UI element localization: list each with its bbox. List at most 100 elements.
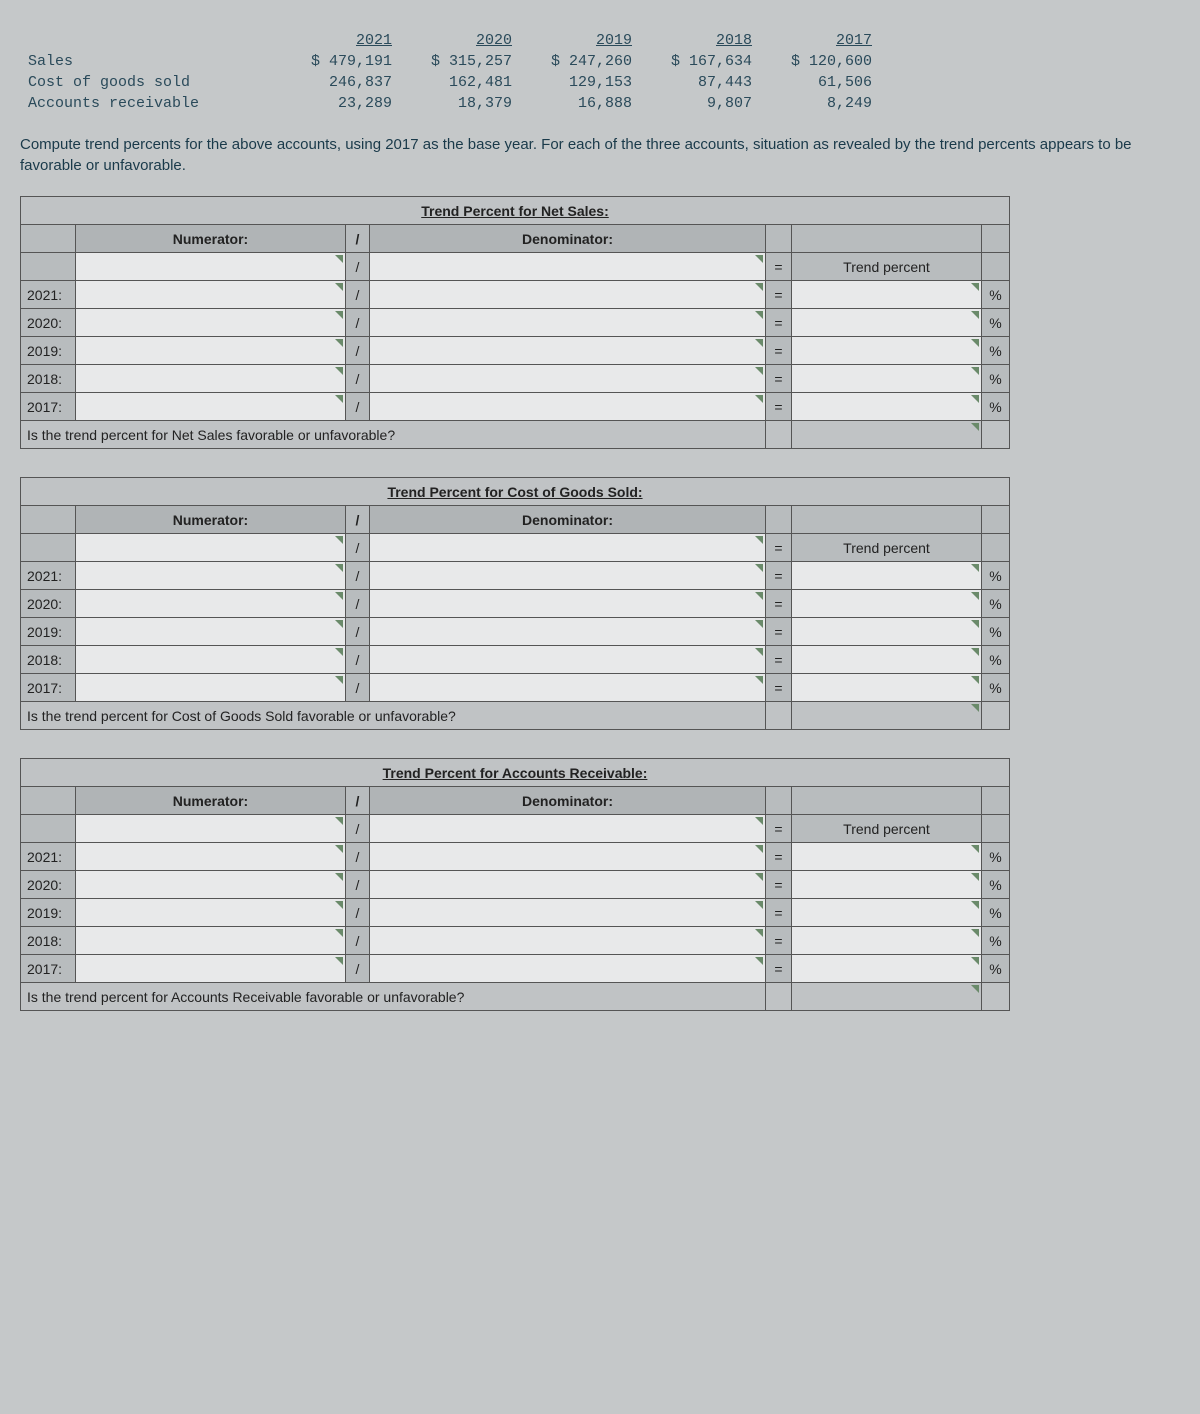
slash-header: / bbox=[346, 506, 370, 534]
slash-label: / bbox=[346, 253, 370, 281]
denominator-header: Denominator: bbox=[370, 787, 766, 815]
favorable-question: Is the trend percent for Cost of Goods S… bbox=[21, 702, 766, 730]
trend-percent-input[interactable] bbox=[792, 674, 982, 702]
favorable-dropdown[interactable] bbox=[792, 983, 982, 1011]
year-label: 2021: bbox=[21, 843, 76, 871]
denominator-input[interactable] bbox=[370, 309, 766, 337]
trend-percent-input[interactable] bbox=[792, 955, 982, 983]
trend-percent-input[interactable] bbox=[792, 590, 982, 618]
numerator-input[interactable] bbox=[76, 309, 346, 337]
slash-label: / bbox=[346, 646, 370, 674]
trend-percent-header: Trend percent bbox=[792, 534, 982, 562]
favorable-dropdown[interactable] bbox=[792, 421, 982, 449]
trend-percent-input[interactable] bbox=[792, 309, 982, 337]
equals-label: = bbox=[766, 955, 792, 983]
slash-label: / bbox=[346, 815, 370, 843]
trend-percent-input[interactable] bbox=[792, 646, 982, 674]
equals-label: = bbox=[766, 646, 792, 674]
trend-percent-input[interactable] bbox=[792, 337, 982, 365]
trend-percent-input[interactable] bbox=[792, 393, 982, 421]
percent-label: % bbox=[982, 646, 1010, 674]
slash-label: / bbox=[346, 337, 370, 365]
numerator-input[interactable] bbox=[76, 815, 346, 843]
numerator-input[interactable] bbox=[76, 281, 346, 309]
trend-percent-input[interactable] bbox=[792, 281, 982, 309]
trend-percent-input[interactable] bbox=[792, 871, 982, 899]
numerator-input[interactable] bbox=[76, 534, 346, 562]
favorable-question: Is the trend percent for Accounts Receiv… bbox=[21, 983, 766, 1011]
numerator-input[interactable] bbox=[76, 843, 346, 871]
denominator-input[interactable] bbox=[370, 843, 766, 871]
percent-label: % bbox=[982, 281, 1010, 309]
numerator-input[interactable] bbox=[76, 365, 346, 393]
denominator-input[interactable] bbox=[370, 281, 766, 309]
numerator-input[interactable] bbox=[76, 899, 346, 927]
year-label: 2017: bbox=[21, 674, 76, 702]
slash-label: / bbox=[346, 674, 370, 702]
numerator-input[interactable] bbox=[76, 590, 346, 618]
trend-percent-input[interactable] bbox=[792, 618, 982, 646]
trend-percent-input[interactable] bbox=[792, 927, 982, 955]
slash-label: / bbox=[346, 871, 370, 899]
percent-label: % bbox=[982, 365, 1010, 393]
denominator-input[interactable] bbox=[370, 646, 766, 674]
instructions-text: Compute trend percents for the above acc… bbox=[20, 134, 1180, 176]
denominator-input[interactable] bbox=[370, 365, 766, 393]
percent-label: % bbox=[982, 927, 1010, 955]
denominator-input[interactable] bbox=[370, 871, 766, 899]
table-row: Cost of goods sold 246,837 162,481 129,1… bbox=[20, 72, 880, 93]
percent-label: % bbox=[982, 337, 1010, 365]
numerator-input[interactable] bbox=[76, 618, 346, 646]
denominator-input[interactable] bbox=[370, 899, 766, 927]
denominator-input[interactable] bbox=[370, 534, 766, 562]
numerator-input[interactable] bbox=[76, 337, 346, 365]
year-label: 2020: bbox=[21, 590, 76, 618]
percent-label: % bbox=[982, 899, 1010, 927]
numerator-input[interactable] bbox=[76, 955, 346, 983]
denominator-input[interactable] bbox=[370, 927, 766, 955]
denominator-input[interactable] bbox=[370, 393, 766, 421]
numerator-input[interactable] bbox=[76, 562, 346, 590]
percent-label: % bbox=[982, 955, 1010, 983]
trend-percent-input[interactable] bbox=[792, 562, 982, 590]
favorable-dropdown[interactable] bbox=[792, 702, 982, 730]
numerator-input[interactable] bbox=[76, 871, 346, 899]
year-label: 2019: bbox=[21, 899, 76, 927]
slash-label: / bbox=[346, 281, 370, 309]
equals-label: = bbox=[766, 393, 792, 421]
denominator-input[interactable] bbox=[370, 562, 766, 590]
numerator-input[interactable] bbox=[76, 927, 346, 955]
denominator-input[interactable] bbox=[370, 815, 766, 843]
denominator-input[interactable] bbox=[370, 253, 766, 281]
denominator-input[interactable] bbox=[370, 590, 766, 618]
year-label: 2021: bbox=[21, 562, 76, 590]
percent-label: % bbox=[982, 674, 1010, 702]
numerator-header: Numerator: bbox=[76, 787, 346, 815]
numerator-input[interactable] bbox=[76, 674, 346, 702]
percent-label: % bbox=[982, 618, 1010, 646]
numerator-input[interactable] bbox=[76, 253, 346, 281]
equals-label: = bbox=[766, 562, 792, 590]
row-label: Cost of goods sold bbox=[20, 72, 280, 93]
section-title: Trend Percent for Net Sales: bbox=[21, 197, 1010, 225]
slash-header: / bbox=[346, 787, 370, 815]
equals-label: = bbox=[766, 337, 792, 365]
trend-percent-input[interactable] bbox=[792, 843, 982, 871]
section-title: Trend Percent for Accounts Receivable: bbox=[21, 759, 1010, 787]
slash-label: / bbox=[346, 899, 370, 927]
slash-label: / bbox=[346, 365, 370, 393]
denominator-input[interactable] bbox=[370, 674, 766, 702]
trend-percent-input[interactable] bbox=[792, 899, 982, 927]
denominator-input[interactable] bbox=[370, 955, 766, 983]
slash-label: / bbox=[346, 843, 370, 871]
numerator-input[interactable] bbox=[76, 646, 346, 674]
slash-label: / bbox=[346, 590, 370, 618]
slash-label: / bbox=[346, 393, 370, 421]
denominator-input[interactable] bbox=[370, 618, 766, 646]
denominator-input[interactable] bbox=[370, 337, 766, 365]
trend-percent-input[interactable] bbox=[792, 365, 982, 393]
numerator-input[interactable] bbox=[76, 393, 346, 421]
percent-label: % bbox=[982, 590, 1010, 618]
trend-percent-header: Trend percent bbox=[792, 253, 982, 281]
table-row: Sales $ 479,191 $ 315,257 $ 247,260 $ 16… bbox=[20, 51, 880, 72]
